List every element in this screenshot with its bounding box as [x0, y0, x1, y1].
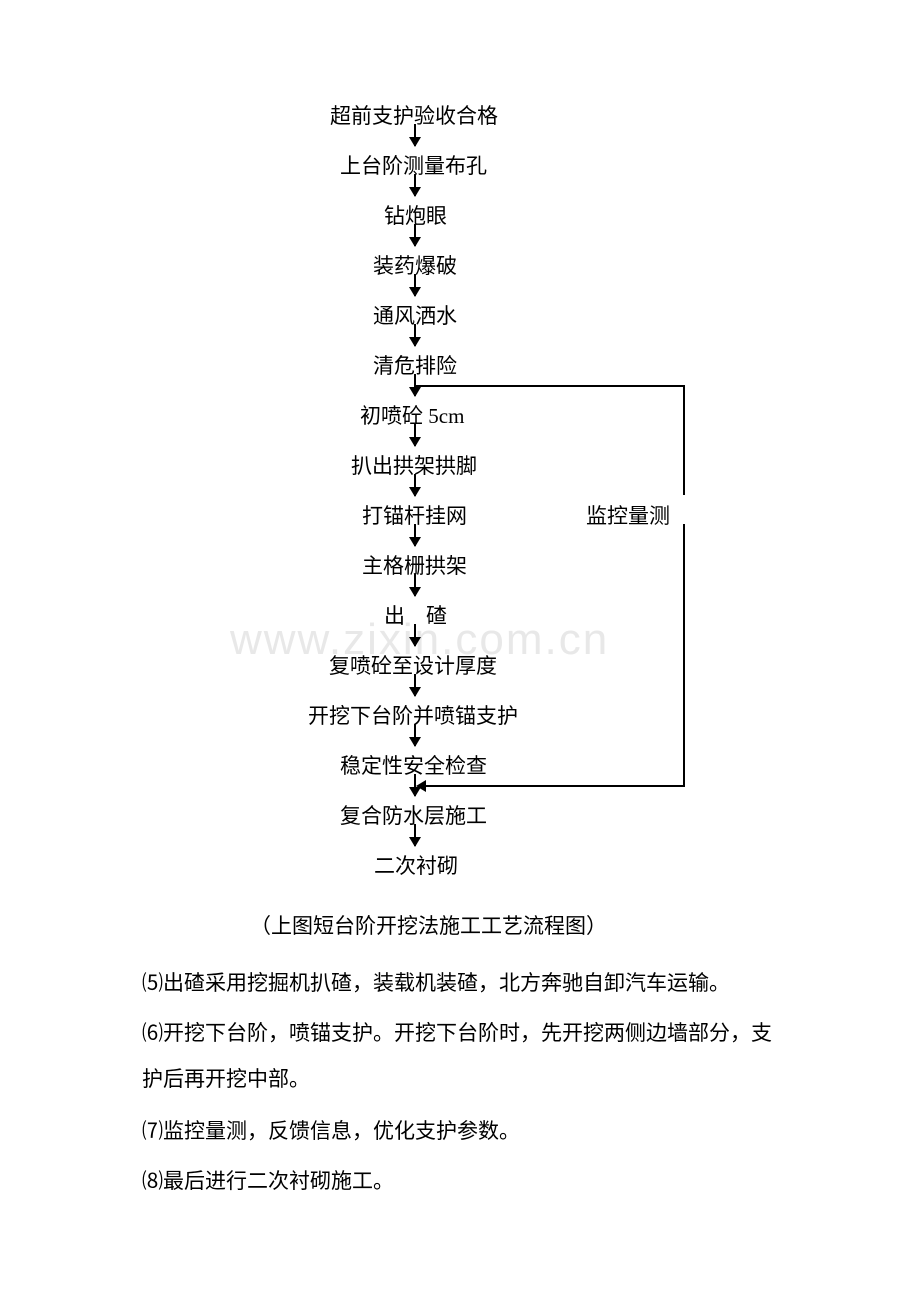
paragraph-7: ⑺监控量测，反馈信息，优化支护参数。	[142, 1108, 782, 1154]
flow-node-7: 初喷砼 5cm	[360, 400, 464, 430]
flow-node-monitor: 监控量测	[586, 500, 670, 530]
arrow-down	[414, 824, 416, 846]
arrow-down	[414, 124, 416, 146]
arrow-down	[414, 524, 416, 546]
feedback-right-line-bottom	[683, 524, 685, 785]
feedback-right-line-top	[683, 385, 685, 495]
flow-node-13: 开挖下台阶并喷锚支护	[308, 700, 518, 730]
flow-node-16: 二次衬砌	[374, 850, 458, 880]
arrow-down	[414, 424, 416, 446]
paragraph-5: ⑸出碴采用挖掘机扒碴，装载机装碴，北方奔驰自卸汽车运输。	[142, 960, 782, 1006]
flowchart-caption: （上图短台阶开挖法施工工艺流程图）	[250, 910, 607, 940]
arrow-down	[414, 574, 416, 596]
paragraph-8: ⑻最后进行二次衬砌施工。	[142, 1158, 782, 1204]
arrow-down	[414, 174, 416, 196]
arrow-down	[414, 274, 416, 296]
feedback-top-line	[416, 385, 685, 387]
paragraph-6: ⑹开挖下台阶，喷锚支护。开挖下台阶时，先开挖两侧边墙部分，支护后再开挖中部。	[142, 1010, 782, 1102]
feedback-bottom-line	[426, 785, 685, 787]
arrow-down	[414, 724, 416, 746]
flow-node-12: 复喷砼至设计厚度	[329, 650, 497, 680]
arrow-down	[414, 474, 416, 496]
arrow-down	[414, 324, 416, 346]
arrow-down	[414, 624, 416, 646]
arrow-down	[414, 224, 416, 246]
arrow-down	[414, 674, 416, 696]
feedback-merge-arrow	[416, 780, 426, 792]
